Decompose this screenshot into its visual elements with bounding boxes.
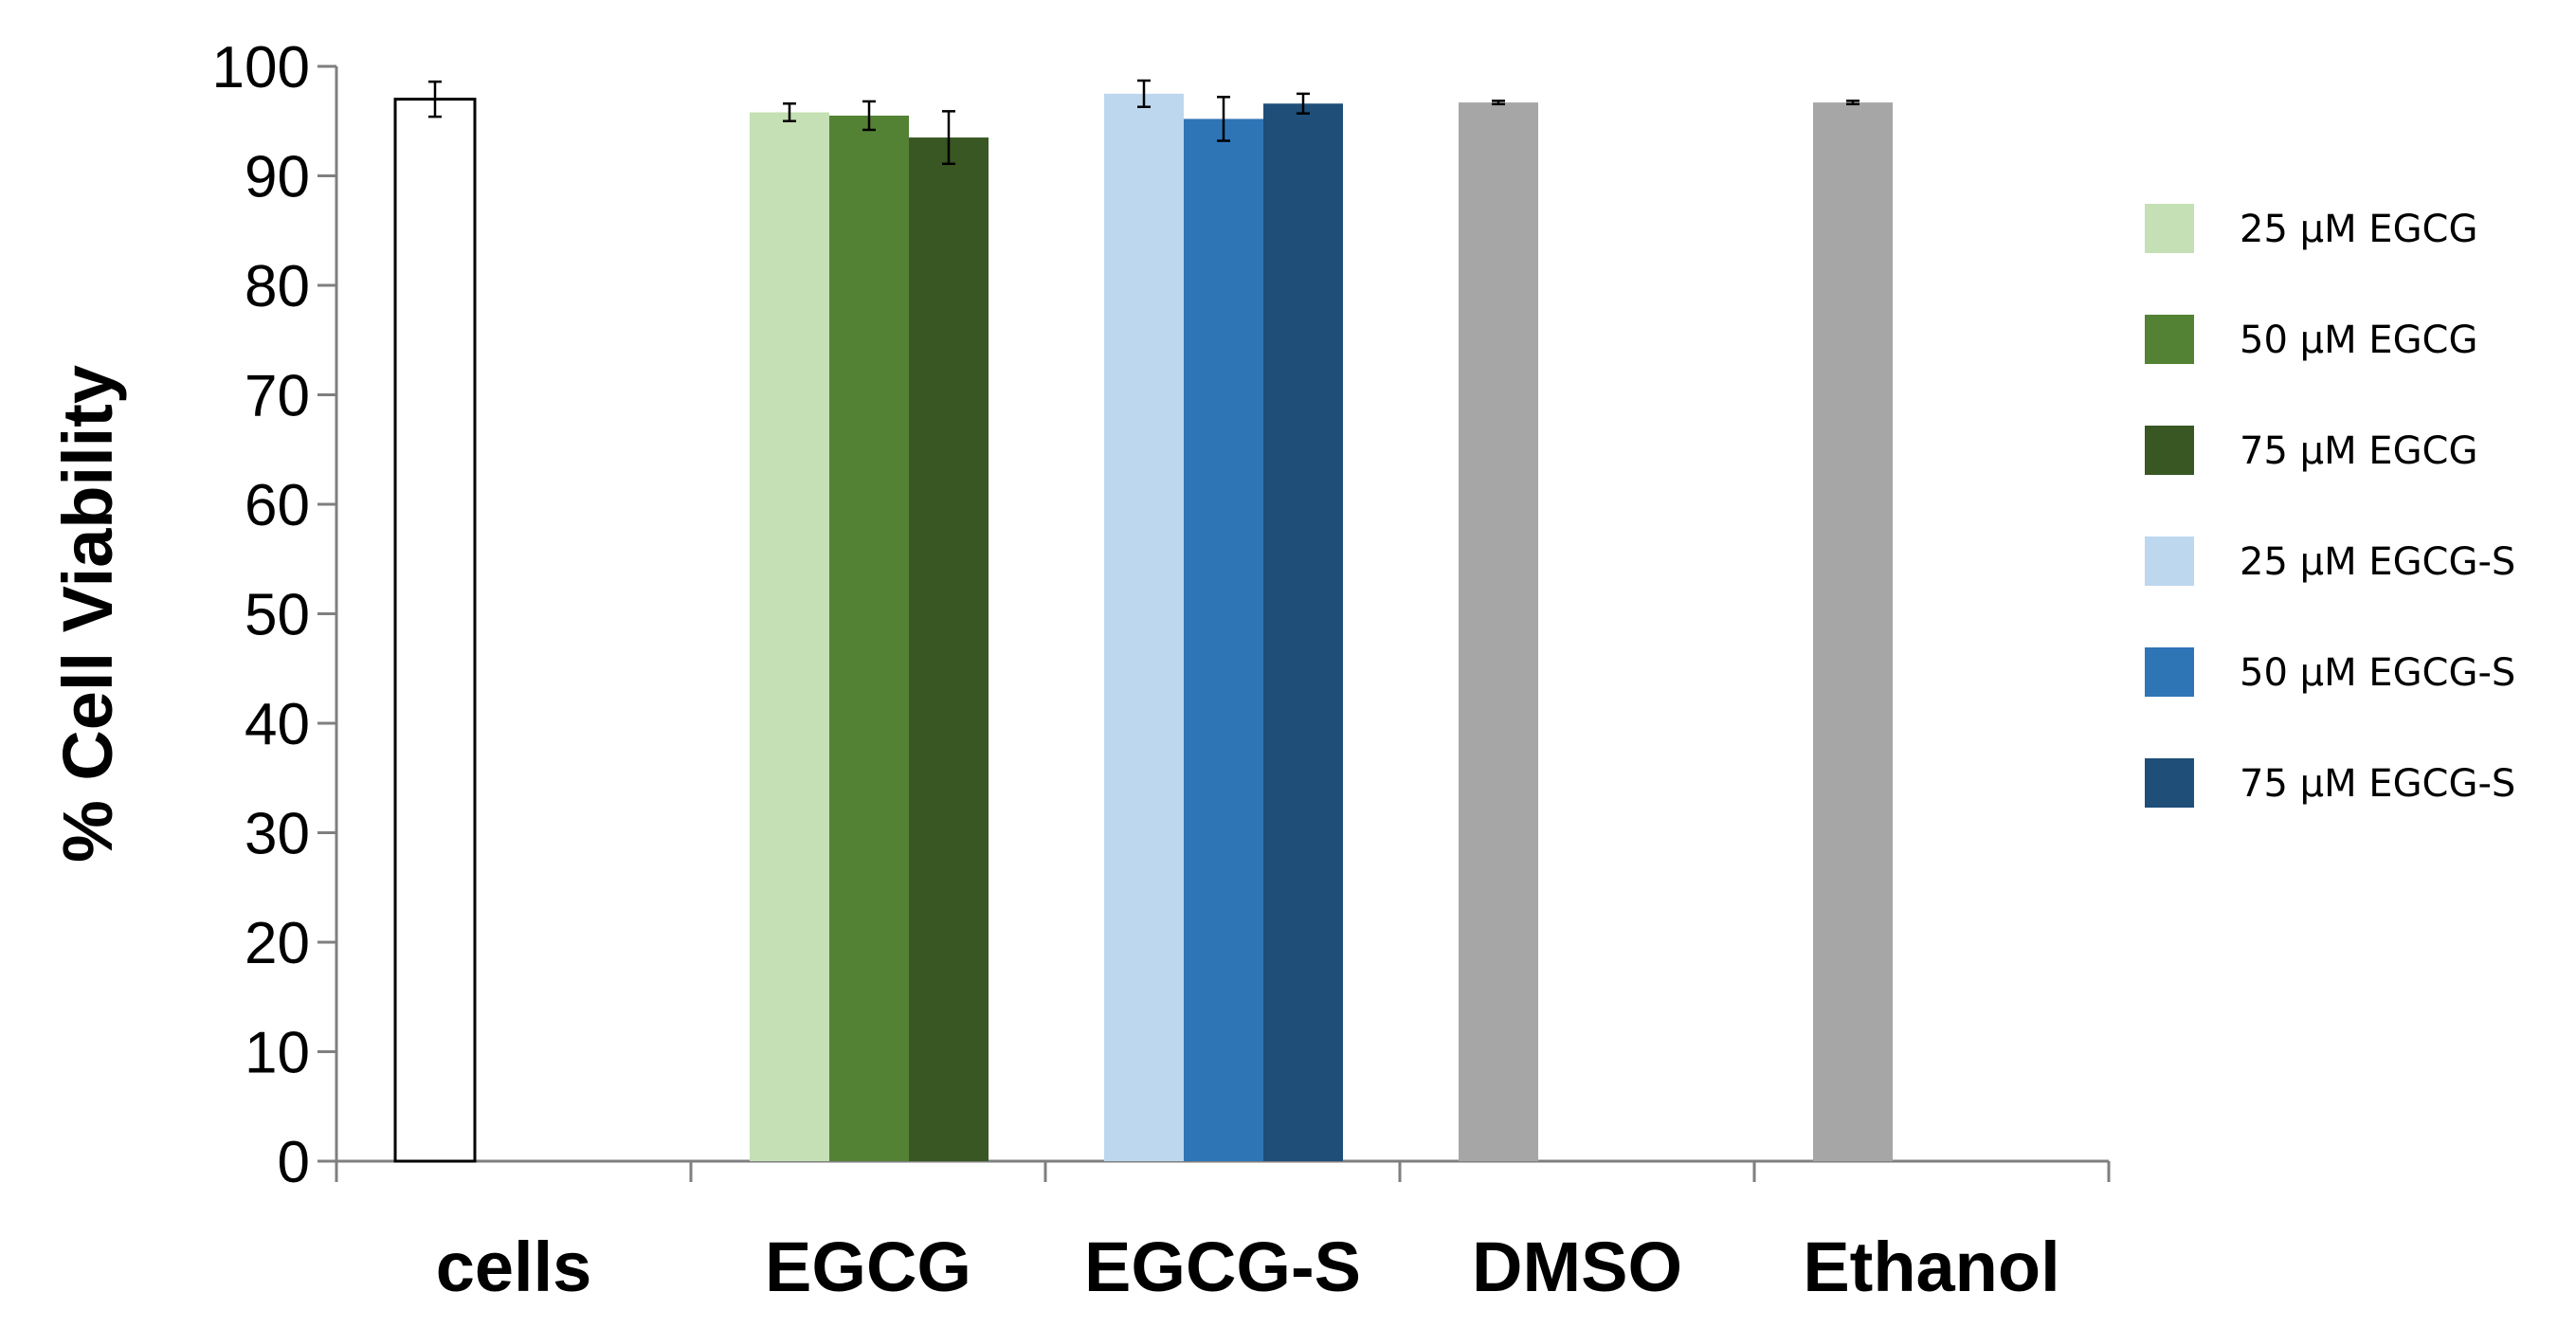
legend-label: 75 µM EGCG [2240, 429, 2477, 473]
y-tick-label: 100 [212, 35, 310, 100]
x-tick-label: DMSO [1472, 1228, 1682, 1306]
y-tick-label: 40 [245, 692, 310, 757]
bar-egcg-s-2 [1263, 103, 1343, 1161]
y-tick-label: 20 [245, 911, 310, 976]
bar-ethanol [1813, 102, 1893, 1162]
bar-dmso [1459, 102, 1538, 1162]
legend-label: 50 µM EGCG [2240, 318, 2477, 362]
bar-cells [393, 98, 477, 1163]
legend-swatch [2145, 204, 2194, 253]
legend-label: 25 µM EGCG [2240, 208, 2477, 251]
legend-swatch [2145, 426, 2194, 475]
legend-swatch [2145, 315, 2194, 364]
y-tick-label: 60 [245, 473, 310, 538]
legend: 25 µM EGCG 50 µM EGCG 75 µM EGCG 25 µM EGCG… [2145, 204, 2515, 808]
bar-egcg-s-1 [1184, 118, 1263, 1162]
legend-swatch [2145, 647, 2194, 697]
bars [393, 93, 1893, 1163]
y-tick-label: 0 [278, 1130, 310, 1195]
x-tick-label: EGCG [765, 1228, 971, 1306]
legend-label: 75 µM EGCG-S [2240, 762, 2515, 806]
y-tick-label: 80 [245, 254, 310, 319]
bar-egcg-2 [909, 137, 989, 1162]
bar-egcg-0 [750, 112, 829, 1161]
y-tick-label: 30 [245, 802, 310, 867]
y-tick-label: 90 [245, 145, 310, 210]
y-tick-label: 50 [245, 583, 310, 648]
y-tick-label: 70 [245, 364, 310, 429]
legend-label: 50 µM EGCG-S [2240, 651, 2515, 695]
legend-swatch [2145, 537, 2194, 586]
bar-egcg-s-0 [1104, 93, 1184, 1161]
legend-label: 25 µM EGCG-S [2240, 540, 2515, 584]
x-tick-label: EGCG-S [1084, 1228, 1361, 1306]
x-tick-label: cells [436, 1228, 592, 1306]
x-tick-label: Ethanol [1803, 1228, 2059, 1306]
bar-egcg-1 [829, 115, 909, 1162]
labels: 0 10 20 30 40 50 60 70 80 90 100 % Cell Viability ce… [48, 35, 2060, 1306]
error-bars [428, 79, 1859, 166]
y-tick-label: 10 [245, 1021, 310, 1086]
legend-swatch [2145, 758, 2194, 808]
y-axis-title: % Cell Viability [48, 365, 127, 863]
